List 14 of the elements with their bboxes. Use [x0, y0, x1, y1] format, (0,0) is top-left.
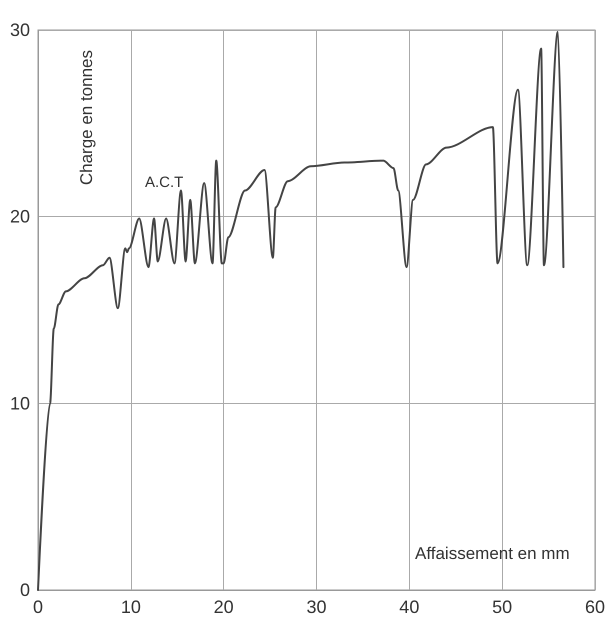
x-tick-label: 30 — [306, 597, 327, 617]
annotation: A.C.T — [145, 174, 184, 191]
x-tick-label: 50 — [492, 597, 512, 617]
y-tick-label: 30 — [10, 20, 30, 40]
x-tick-label: 10 — [120, 597, 141, 617]
y-tick-label: 10 — [10, 393, 30, 414]
y-tick-label: 20 — [10, 206, 30, 227]
y-axis-title: Charge en tonnes — [77, 50, 96, 186]
x-axis-title: Affaissement en mm — [414, 544, 570, 563]
x-tick-label: 0 — [32, 597, 44, 617]
x-tick-label: 60 — [584, 597, 606, 617]
y-tick-label: 0 — [20, 580, 30, 600]
x-tick-label: 40 — [399, 597, 420, 617]
x-tick-label: 20 — [214, 597, 234, 617]
